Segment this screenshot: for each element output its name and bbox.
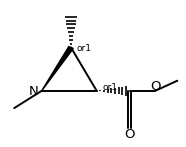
Text: or1: or1 [102, 83, 117, 92]
Text: or1: or1 [76, 45, 92, 54]
Text: N: N [29, 85, 38, 98]
Text: O: O [124, 128, 135, 141]
Polygon shape [42, 47, 73, 91]
Text: O: O [150, 80, 161, 93]
